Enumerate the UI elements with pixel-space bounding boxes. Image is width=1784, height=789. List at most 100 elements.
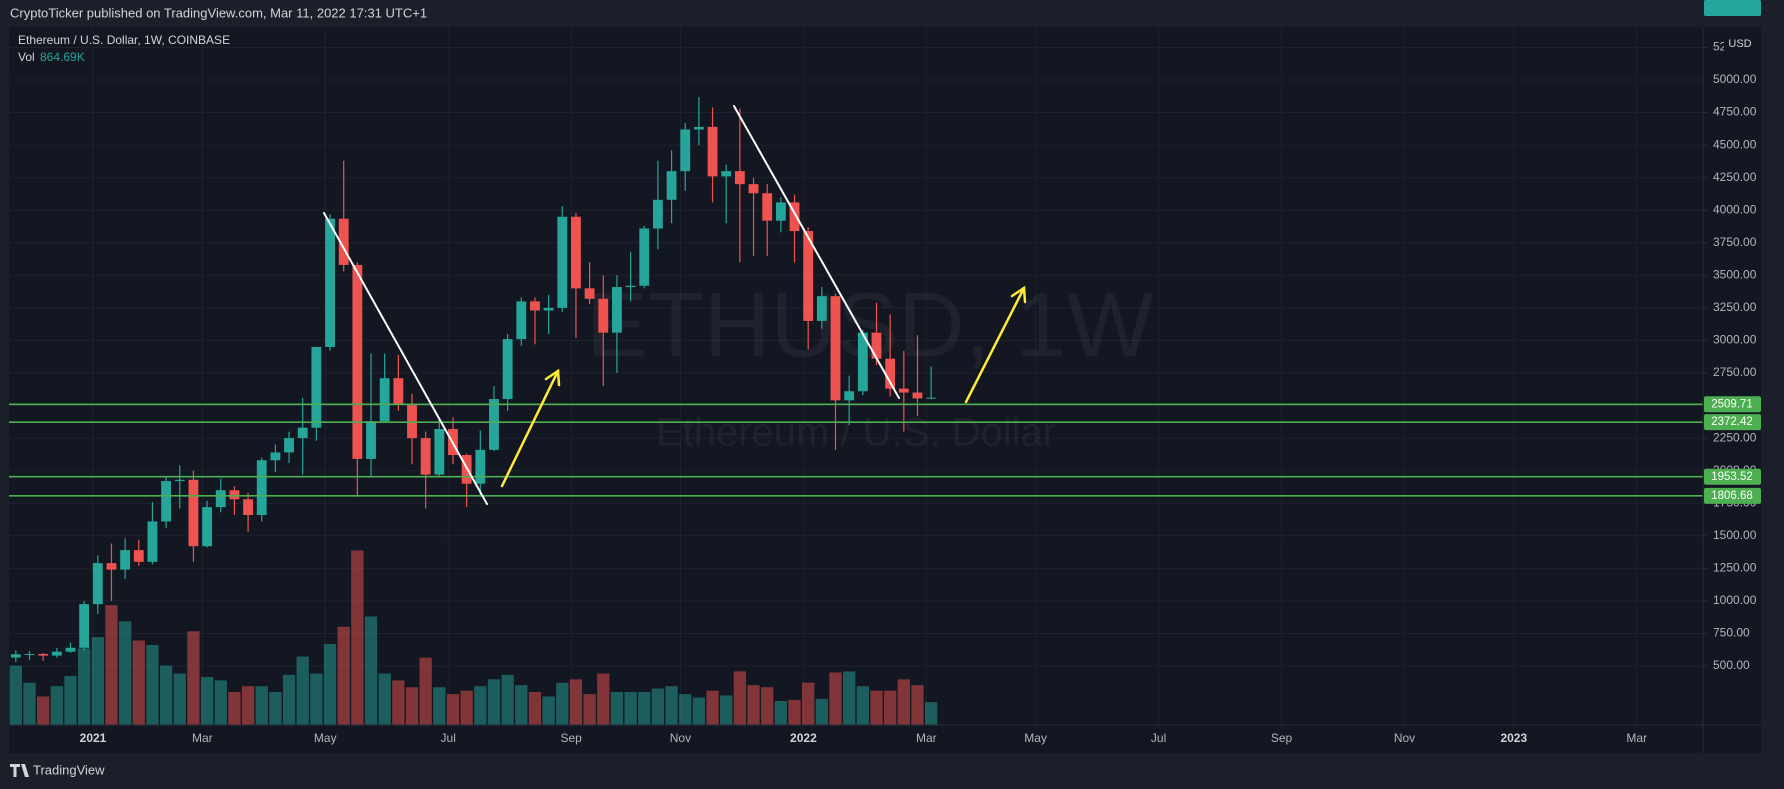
currency: USD [1728,38,1751,50]
candle-body [202,507,213,547]
x-tick-label: Sep [560,731,582,745]
candle-body [407,404,417,439]
x-tick-label: May [1024,731,1047,745]
candle-body [707,126,718,177]
volume-bar [747,685,760,725]
volume-bar [132,640,145,725]
volume-bar [255,686,268,725]
price-tag-label: 2372.42 [1711,416,1753,428]
volume-bar [37,696,50,725]
volume-bar [528,692,542,725]
candle-body [926,397,937,399]
candle-body [393,378,404,405]
volume-bar [146,645,159,725]
candle-body [256,460,267,515]
volume-bar [884,690,897,725]
y-tick-label: 3000.00 [1713,333,1757,347]
volume-bar [241,686,255,725]
volume-bar [692,697,706,725]
volume-bar [761,687,774,725]
candle-body [243,499,253,515]
volume-bar [77,648,91,725]
candle-body [475,449,486,484]
candle-body [420,438,431,475]
candle-body [338,218,349,265]
volume-bar [91,637,104,725]
candle-body [284,438,294,453]
volume-bar [64,675,77,725]
y-tick-label: 1250.00 [1713,561,1757,575]
volume-bar [378,673,391,725]
candle-body [297,427,308,439]
volume-bar [337,626,350,725]
price-tag [1704,396,1761,413]
candle-body [92,563,103,605]
candle-body [366,421,376,459]
volume-bar [556,682,569,725]
candle-body [65,647,76,652]
volume-bar [610,692,624,725]
candle-body [816,296,827,321]
price-tag [1704,468,1761,485]
trend-line [733,105,900,399]
volume-bar [597,673,610,725]
y-tick-label: 1500.00 [1713,528,1757,542]
candle-body [174,479,185,482]
y-tick-label: 4750.00 [1713,105,1757,119]
footer: TradingView [10,762,105,777]
candle-body [502,339,513,400]
arrow-head [1010,285,1027,304]
arrow [500,369,560,488]
x-tick-label: Mar [1626,731,1647,745]
volume-bar [296,656,309,725]
candle-body [844,391,855,401]
volume-bar [911,685,924,725]
volume-bar [9,665,22,725]
candle-body [489,399,499,450]
chart-panel [9,27,1761,753]
candle-body [775,202,786,221]
price-tag [1704,487,1761,504]
volume-bar [638,692,651,725]
volume-bar [323,643,337,725]
candle-body [133,550,144,562]
candle-body [24,654,35,656]
y-tick-label: 3750.00 [1713,235,1757,249]
y-tick-label: 4250.00 [1713,170,1757,184]
y-tick-label: 1000.00 [1713,593,1757,607]
x-tick-label: Jul [1151,731,1166,745]
y-tick-label: 3500.00 [1713,268,1757,282]
volume-bar [487,679,501,725]
candle-body [51,651,62,656]
candle-body [762,193,773,221]
volume-bar [679,694,692,725]
candle-body [161,481,172,522]
volume-bar [392,680,405,725]
candle-body [666,171,677,200]
x-tick-label: Sep [1271,731,1293,745]
volume-bar [802,682,815,725]
candle-body [898,388,909,393]
candle-body [530,301,540,311]
candle-body [270,452,281,461]
x-tick-label: 2023 [1500,731,1527,745]
volume-tag [1704,0,1761,16]
candle-body [612,287,622,333]
candle-body [147,521,158,562]
volume-bar [282,674,296,725]
volume-bar [446,694,460,725]
candle-body [734,171,745,185]
x-tick-label: Nov [670,731,691,745]
volume-bar [214,680,227,725]
candle-body [79,604,90,648]
candle-body [516,301,527,340]
drawings [323,105,1027,505]
volume-bar [542,696,555,725]
y-tick-label: 2750.00 [1713,365,1757,379]
candle-body [748,184,759,194]
watermark: ETHUSD, 1W [586,274,1154,376]
volume-bar [897,679,910,725]
candle-body [106,563,117,570]
candle-body [584,288,595,299]
